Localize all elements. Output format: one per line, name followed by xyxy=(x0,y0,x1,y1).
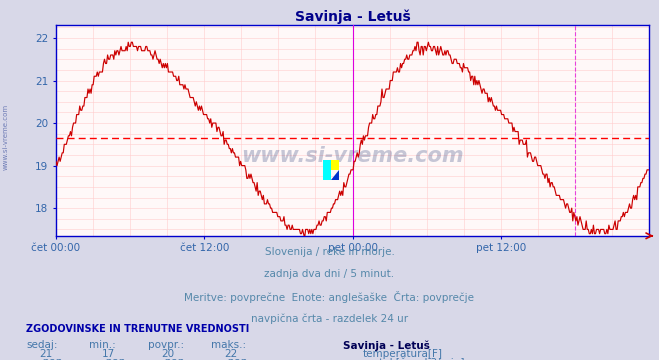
Text: 20: 20 xyxy=(161,349,175,359)
Text: pretok[čevelj3/min]: pretok[čevelj3/min] xyxy=(362,357,465,360)
Text: Savinja - Letuš: Savinja - Letuš xyxy=(343,340,430,351)
Title: Savinja - Letuš: Savinja - Letuš xyxy=(295,9,411,24)
Text: sedaj:: sedaj: xyxy=(26,340,58,350)
Text: povpr.:: povpr.: xyxy=(148,340,185,350)
Bar xyxy=(323,160,331,180)
Text: -nan: -nan xyxy=(161,357,185,360)
Text: 17: 17 xyxy=(102,349,115,359)
Text: www.si-vreme.com: www.si-vreme.com xyxy=(2,104,9,170)
Text: min.:: min.: xyxy=(89,340,116,350)
Text: www.si-vreme.com: www.si-vreme.com xyxy=(241,146,464,166)
Polygon shape xyxy=(331,170,339,180)
Text: 22: 22 xyxy=(224,349,237,359)
Text: Slovenija / reke in morje.: Slovenija / reke in morje. xyxy=(264,247,395,257)
Text: temperatura[F]: temperatura[F] xyxy=(362,349,442,359)
Text: -nan: -nan xyxy=(40,357,63,360)
Bar xyxy=(331,160,339,170)
Text: ZGODOVINSKE IN TRENUTNE VREDNOSTI: ZGODOVINSKE IN TRENUTNE VREDNOSTI xyxy=(26,324,250,334)
Text: Meritve: povprečne  Enote: anglešaške  Črta: povprečje: Meritve: povprečne Enote: anglešaške Črt… xyxy=(185,291,474,303)
Text: zadnja dva dni / 5 minut.: zadnja dva dni / 5 minut. xyxy=(264,269,395,279)
Text: -nan: -nan xyxy=(224,357,247,360)
Text: -nan: -nan xyxy=(102,357,125,360)
Text: 21: 21 xyxy=(40,349,53,359)
Text: navpična črta - razdelek 24 ur: navpična črta - razdelek 24 ur xyxy=(251,314,408,324)
Text: maks.:: maks.: xyxy=(211,340,246,350)
